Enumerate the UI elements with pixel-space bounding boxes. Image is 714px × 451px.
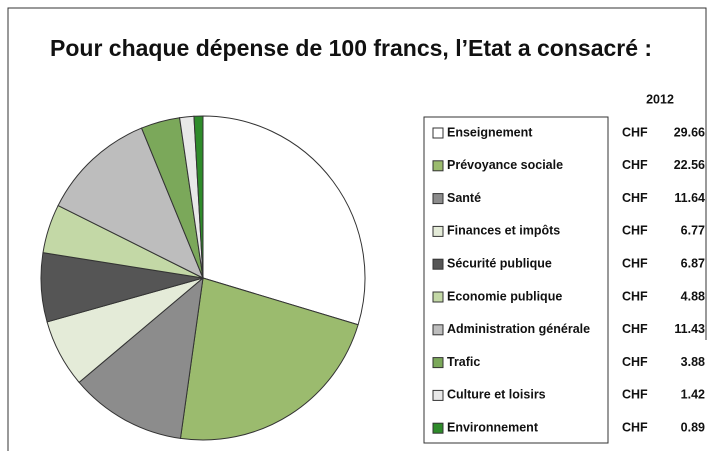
value-label: 6.87	[681, 256, 705, 270]
currency-label: CHF	[622, 355, 648, 369]
legend-swatch	[432, 291, 444, 303]
pie-slice	[193, 115, 204, 279]
value-label: 11.43	[674, 322, 705, 336]
legend-label: Enseignement	[447, 125, 533, 139]
currency-label: CHF	[622, 420, 648, 434]
legend-swatch	[432, 193, 444, 205]
value-label: 3.88	[681, 355, 705, 369]
currency-label: CHF	[622, 388, 648, 402]
value-label: 0.89	[681, 420, 705, 434]
chart-title: Pour chaque dépense de 100 francs, l’Eta…	[50, 35, 652, 61]
value-label: 1.42	[681, 388, 705, 402]
legend-swatch	[432, 160, 444, 172]
legend-swatch	[432, 258, 444, 270]
legend-label: Administration générale	[447, 322, 590, 336]
value-label: 22.56	[674, 158, 705, 172]
currency-label: CHF	[622, 191, 648, 205]
legend-swatch	[432, 225, 444, 237]
legend-swatch	[432, 127, 444, 139]
legend-label: Santé	[447, 191, 481, 205]
series-header: 2012	[646, 92, 674, 106]
legend-swatch	[432, 422, 444, 434]
currency-label: CHF	[622, 322, 648, 336]
frame	[7, 7, 707, 451]
currency-label: CHF	[622, 289, 648, 303]
legend-swatch	[432, 389, 444, 401]
currency-label: CHF	[622, 256, 648, 270]
legend-box	[423, 116, 609, 444]
legend-swatch	[432, 357, 444, 369]
legend-label: Economie publique	[447, 289, 562, 303]
value-label: 11.64	[674, 191, 705, 205]
pie-slice	[179, 277, 359, 441]
currency-label: CHF	[622, 224, 648, 238]
value-label: 4.88	[681, 289, 705, 303]
legend-label: Prévoyance sociale	[447, 158, 563, 172]
legend-label: Finances et impôts	[447, 224, 560, 238]
pie-slice	[202, 115, 366, 326]
pie-slice	[57, 127, 204, 280]
currency-label: CHF	[622, 158, 648, 172]
legend-label: Environnement	[447, 420, 539, 434]
legend-label: Culture et loisirs	[447, 388, 546, 402]
legend-label: Trafic	[447, 355, 480, 369]
pie-slice	[78, 276, 204, 439]
value-label: 6.77	[681, 224, 705, 238]
currency-label: CHF	[622, 125, 648, 139]
value-label: 29.66	[674, 125, 705, 139]
legend-label: Sécurité publique	[447, 256, 552, 270]
legend-swatch	[432, 324, 444, 336]
